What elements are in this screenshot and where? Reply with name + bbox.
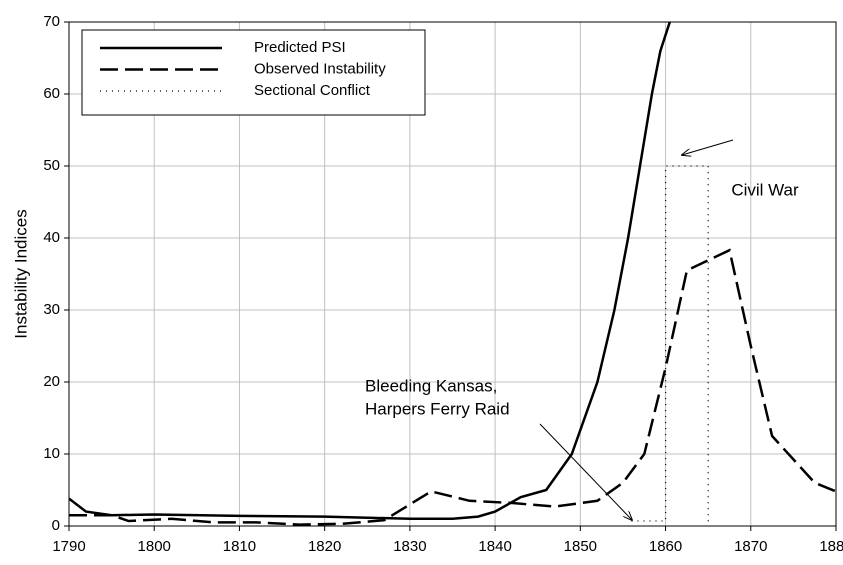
annotation-arrow (682, 139, 734, 155)
x-tick-label: 1880 (819, 538, 843, 555)
plot-frame (68, 21, 837, 527)
x-tick-label: 1870 (734, 538, 767, 555)
annotation: Bleeding Kansas, (365, 376, 497, 395)
legend-box (81, 29, 426, 116)
legend-label: Observed Instability (254, 60, 386, 77)
y-tick-label: 70 (43, 13, 60, 30)
annotation: Harpers Ferry Raid (365, 399, 510, 418)
x-tick-label: 1800 (138, 538, 171, 555)
y-tick-label: 10 (43, 445, 60, 462)
x-tick-label: 1840 (478, 538, 511, 555)
annotation: Civil War (731, 180, 799, 199)
x-tick-label: 1810 (223, 538, 256, 555)
legend-label: Predicted PSI (254, 39, 346, 56)
x-tick-label: 1860 (649, 538, 682, 555)
y-axis-label: Instability Indices (11, 209, 30, 338)
series-line (69, 248, 836, 526)
x-tick-label: 1830 (393, 538, 426, 555)
x-tick-label: 1820 (308, 538, 341, 555)
x-tick-label: 1850 (564, 538, 597, 555)
y-tick-label: 40 (43, 229, 60, 246)
series-line (69, 22, 671, 521)
y-tick-label: 20 (43, 373, 60, 390)
legend-label: Sectional Conflict (254, 82, 371, 99)
y-tick-label: 50 (43, 157, 60, 174)
x-tick-label: 1790 (52, 538, 85, 555)
y-tick-label: 60 (43, 85, 60, 102)
y-tick-label: 0 (52, 517, 60, 534)
y-tick-label: 30 (43, 301, 60, 318)
annotation-arrow (539, 423, 632, 520)
